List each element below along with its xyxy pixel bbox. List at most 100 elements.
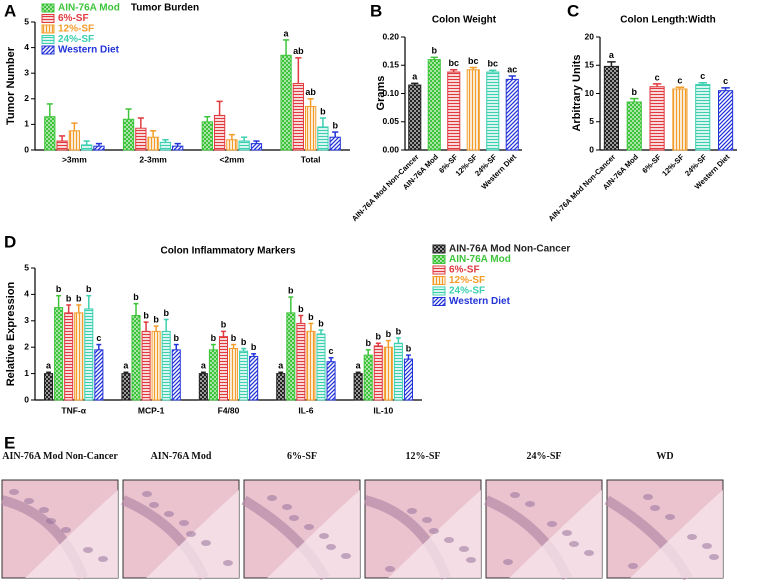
significance-label: b [386, 329, 392, 339]
legend-label: 24%-SF [449, 286, 485, 297]
x-tick-label: F4/80 [218, 405, 240, 415]
significance-label: b [320, 106, 326, 116]
bar [93, 145, 105, 151]
y-tick-label: 10 [585, 88, 595, 98]
chart-title: Colon Length:Width [620, 15, 715, 26]
crypt [83, 547, 93, 553]
significance-label: b [376, 332, 382, 342]
y-tick-label: 1 [24, 368, 29, 378]
y-axis-label: Grams [375, 76, 387, 111]
bar [466, 69, 480, 151]
bar [121, 373, 131, 401]
x-tick-label: >3mm [62, 154, 87, 164]
bar [147, 136, 159, 151]
bar [373, 345, 383, 401]
micrograph [0, 479, 119, 580]
crypt [547, 521, 557, 527]
crypt [61, 527, 71, 533]
legend-label: AIN-76A Mod [58, 3, 120, 14]
significance-label: b [365, 338, 371, 348]
significance-label: b [288, 285, 294, 295]
y-tick-label: 0.00 [382, 144, 399, 154]
micrograph [604, 479, 724, 580]
image-caption: 12%-SF [405, 451, 441, 462]
legend-label: 12%-SF [449, 275, 485, 286]
bar [306, 330, 316, 401]
bar [122, 118, 135, 151]
crypt [289, 515, 299, 521]
significance-label: b [163, 308, 169, 318]
crypt [319, 533, 329, 539]
significance-label: a [609, 50, 615, 60]
significance-label: b [221, 320, 227, 330]
legend-label: 12%-SF [58, 24, 94, 35]
crypt [201, 540, 211, 546]
bar [159, 141, 172, 151]
bar [695, 83, 711, 151]
crypt [326, 544, 336, 550]
significance-label: a [201, 361, 207, 371]
crypt [628, 563, 638, 569]
significance-label: c [96, 333, 101, 343]
crypt [179, 520, 189, 526]
legend-swatch [432, 265, 446, 275]
bar [353, 373, 363, 401]
bar [208, 349, 218, 401]
bar [213, 114, 226, 151]
y-tick-label: 0.05 [382, 116, 399, 126]
y-tick-label: 2 [24, 93, 29, 103]
significance-label: bc [468, 56, 479, 66]
crypt [510, 492, 520, 498]
crypt [46, 518, 56, 524]
bar [427, 59, 441, 151]
bar [292, 82, 304, 151]
y-axis-label: Arbitrary Units [571, 54, 583, 131]
x-tick-label: Total [301, 154, 321, 164]
legend-swatch [41, 24, 55, 34]
bar [44, 373, 54, 401]
bar [393, 342, 403, 401]
bar [131, 315, 141, 401]
tissue-lumen [509, 490, 602, 578]
tissue-lumen [267, 490, 360, 578]
significance-label: b [153, 314, 159, 324]
bar [249, 355, 259, 401]
y-tick-label: 5 [24, 16, 29, 26]
significance-label: b [298, 304, 304, 314]
crypt [98, 556, 108, 562]
bar [135, 127, 147, 151]
panel-letter: D [4, 232, 16, 251]
significance-label: bc [487, 59, 498, 69]
panel-letter: C [567, 1, 579, 20]
significance-label: ab [293, 46, 304, 56]
significance-label: b [396, 326, 402, 336]
crypt [164, 511, 174, 517]
bar [304, 105, 317, 151]
chart-title: Colon Weight [432, 15, 497, 26]
crypt [142, 491, 152, 497]
y-tick-label: 0 [24, 144, 29, 154]
bar [280, 54, 292, 151]
tissue-lumen [630, 490, 723, 578]
legend-swatch [41, 35, 55, 44]
chart-title: Tumor Burden [131, 3, 199, 14]
micrograph [484, 479, 603, 580]
crypt [267, 495, 277, 501]
bar [94, 349, 104, 401]
legend-label: 6%-SF [58, 13, 89, 24]
bar [141, 330, 151, 401]
bar [486, 71, 500, 151]
significance-label: c [700, 71, 705, 81]
bar [408, 84, 422, 151]
x-tick-label: 12%-SF [660, 152, 686, 178]
crypt [562, 530, 572, 536]
significance-label: b [86, 284, 92, 294]
bar [56, 140, 68, 151]
y-tick-label: 0.10 [382, 88, 399, 98]
significance-label: b [432, 46, 438, 56]
image-caption: 6%-SF [287, 451, 317, 462]
crypt [650, 505, 660, 511]
x-tick-label: 2-3mm [139, 154, 167, 164]
